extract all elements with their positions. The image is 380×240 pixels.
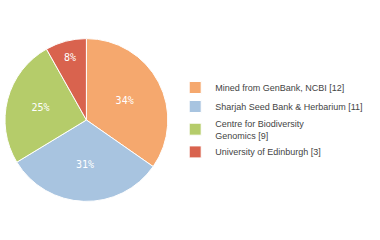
svg-text:Centre for BiodiversityGenomic: Centre for BiodiversityGenomics [9] — [215, 119, 304, 141]
svg-text:25%: 25% — [32, 102, 50, 113]
svg-text:31%: 31% — [76, 159, 94, 170]
svg-text:Mined from GenBank, NCBI [12]: Mined from GenBank, NCBI [12] — [215, 83, 344, 93]
svg-text:Sharjah Seed Bank & Herbarium: Sharjah Seed Bank & Herbarium [11] — [215, 102, 362, 112]
svg-text:University of Edinburgh [3]: University of Edinburgh [3] — [215, 147, 321, 157]
svg-text:34%: 34% — [116, 95, 134, 106]
svg-text:8%: 8% — [64, 52, 76, 63]
